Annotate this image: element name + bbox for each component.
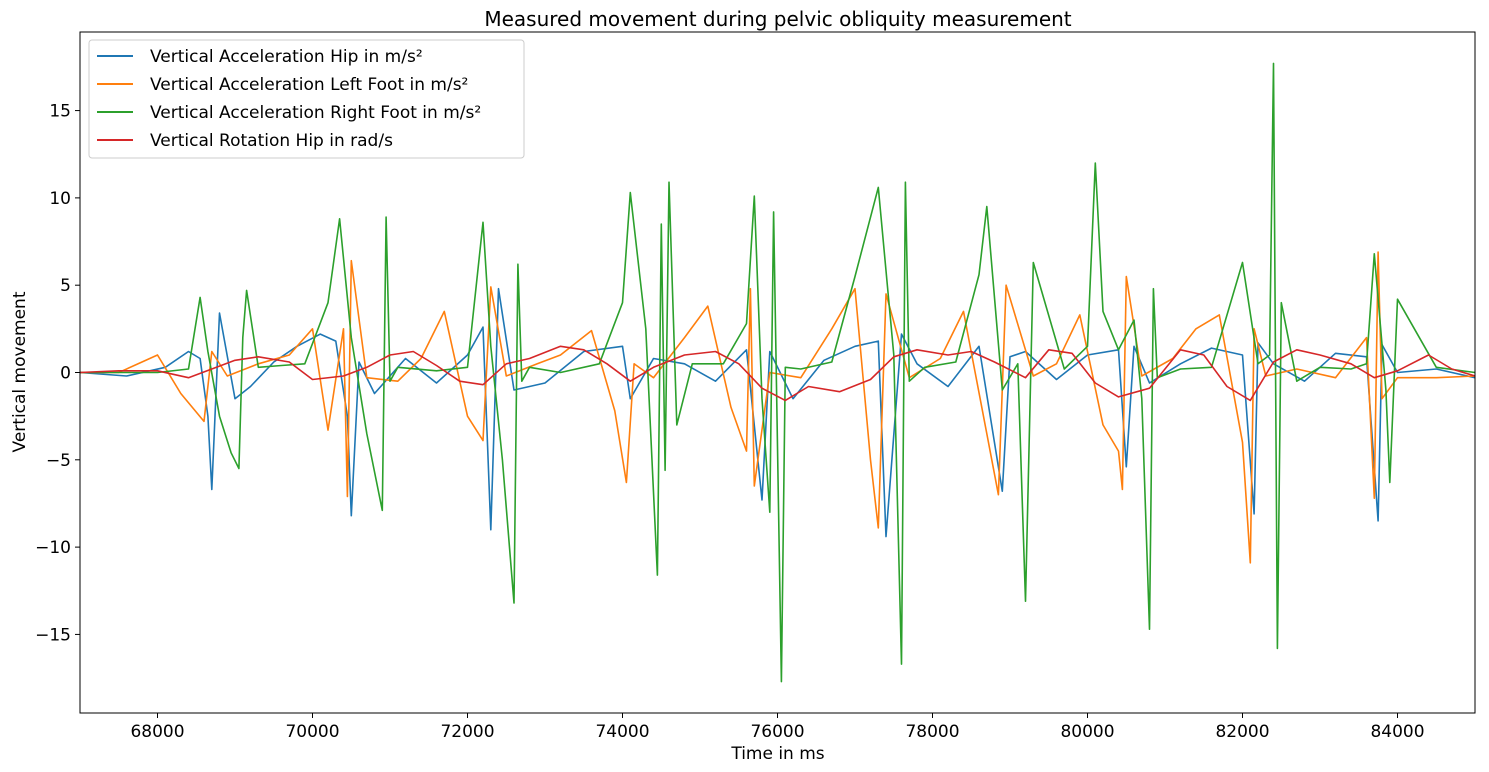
legend-box [88,39,525,159]
y-tick-label: −15 [35,625,71,645]
legend-label: Vertical Acceleration Left Foot in m/s² [150,75,468,95]
x-tick-label: 70000 [285,722,339,742]
x-tick-label: 78000 [905,722,959,742]
y-tick-label: −5 [46,451,71,471]
x-tick-label: 72000 [440,722,494,742]
x-tick-label: 74000 [595,722,649,742]
legend-label: Vertical Acceleration Hip in m/s² [150,47,423,67]
legend-label: Vertical Acceleration Right Foot in m/s² [150,103,481,123]
x-tick-label: 82000 [1215,722,1269,742]
legend: Vertical Acceleration Hip in m/s² Vertica… [88,39,525,159]
x-tick-label: 76000 [750,722,804,742]
series-line-3 [80,62,1475,683]
x-tick-label: 80000 [1060,722,1114,742]
y-tick-label: 15 [49,102,71,122]
x-tick-label: 68000 [130,722,184,742]
y-tick-label: 0 [60,364,71,384]
x-tick-label: 84000 [1370,722,1424,742]
series-line-4 [80,345,1475,402]
y-axis: −15 −10 −5 0 5 10 15 [35,102,80,645]
chart-title: Measured movement during pelvic obliquit… [484,7,1071,31]
series-line-2 [80,251,1475,564]
plot-area [80,62,1475,683]
x-axis: 68000 70000 72000 74000 76000 78000 80000 82000… [130,713,1425,742]
y-tick-label: −10 [35,538,71,558]
legend-label: Vertical Rotation Hip in rad/s [150,131,393,151]
y-tick-label: 10 [49,189,71,209]
y-tick-label: 5 [60,276,71,296]
x-axis-label: Time in ms [730,744,824,764]
plot-frame [79,31,1476,714]
y-axis-label: Vertical movement [10,291,30,452]
